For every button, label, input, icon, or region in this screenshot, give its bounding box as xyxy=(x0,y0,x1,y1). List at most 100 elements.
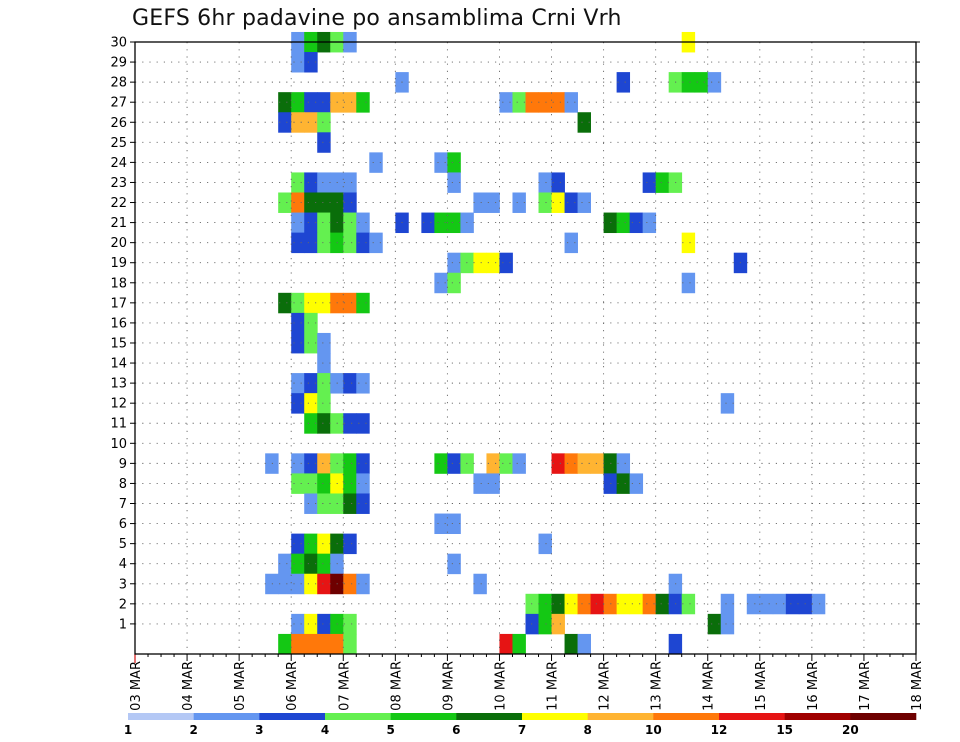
heatmap-cell xyxy=(317,92,331,113)
x-tick-label: 03 MAR xyxy=(129,661,144,711)
legend-label: 12 xyxy=(711,723,728,737)
heatmap-cell xyxy=(538,613,552,635)
heatmap-cell xyxy=(577,112,591,133)
y-tick-label: 28 xyxy=(110,76,127,91)
heatmap-cell xyxy=(343,92,357,113)
heatmap-cell xyxy=(356,453,370,474)
heatmap-cell xyxy=(551,192,565,213)
heatmap-cell xyxy=(343,232,357,254)
heatmap-cell xyxy=(681,272,696,294)
y-tick-label: 11 xyxy=(110,417,127,432)
heatmap-cell xyxy=(304,413,318,434)
heatmap-cell xyxy=(473,252,487,274)
heatmap-cell xyxy=(291,553,305,575)
y-tick-label: 26 xyxy=(110,116,127,131)
heatmap-cell xyxy=(434,272,448,294)
heatmap-cell xyxy=(278,112,292,133)
heatmap-cell xyxy=(629,593,644,615)
heatmap-cell xyxy=(291,212,305,234)
heatmap-cell xyxy=(343,533,357,555)
y-tick-label: 17 xyxy=(110,296,127,311)
legend-label: 10 xyxy=(645,723,662,737)
heatmap-cell xyxy=(317,172,331,193)
heatmap-cell xyxy=(278,92,292,113)
heatmap-cell xyxy=(317,453,331,474)
heatmap-cell xyxy=(590,453,604,474)
heatmap-cell xyxy=(291,533,305,555)
heatmap-cell xyxy=(356,413,370,434)
heatmap-cell xyxy=(590,593,604,615)
y-tick-label: 29 xyxy=(110,56,127,71)
heatmap-cell xyxy=(616,473,631,494)
x-tick-label: 17 MAR xyxy=(858,661,873,711)
heatmap-cell xyxy=(304,453,318,474)
heatmap-cell xyxy=(317,373,331,394)
heatmap-cell xyxy=(278,633,292,655)
y-tick-label: 12 xyxy=(110,397,127,412)
heatmap-cell xyxy=(291,52,305,73)
y-tick-label: 16 xyxy=(110,316,127,331)
legend-swatch xyxy=(653,713,720,720)
heatmap-cell xyxy=(304,292,318,314)
heatmap-cells xyxy=(265,31,826,655)
heatmap-cell xyxy=(616,593,631,615)
heatmap-cell xyxy=(447,252,461,274)
heatmap-cell xyxy=(616,453,631,474)
heatmap-cell xyxy=(538,92,552,113)
heatmap-cell xyxy=(343,573,357,595)
heatmap-cell xyxy=(343,633,357,655)
heatmap-cell xyxy=(551,92,565,113)
legend-label: 15 xyxy=(776,723,793,737)
heatmap-cell xyxy=(577,633,591,655)
heatmap-cell xyxy=(291,633,305,655)
y-tick-label: 24 xyxy=(110,156,127,171)
heatmap-cell xyxy=(564,633,578,655)
heatmap-cell xyxy=(785,593,800,615)
y-tick-label: 20 xyxy=(110,236,127,251)
heatmap-cell xyxy=(304,533,318,555)
heatmap-cell xyxy=(564,232,578,254)
y-tick-label: 2 xyxy=(119,597,127,612)
legend-swatch xyxy=(587,713,654,720)
heatmap-cell xyxy=(421,212,435,234)
heatmap-cell xyxy=(317,192,331,213)
heatmap-cell xyxy=(304,92,318,113)
heatmap-cell xyxy=(317,573,331,595)
heatmap-cell xyxy=(577,593,591,615)
heatmap-cell xyxy=(538,533,552,555)
heatmap-cell xyxy=(473,473,487,494)
heatmap-cell xyxy=(291,192,305,213)
heatmap-cell xyxy=(291,573,305,595)
heatmap-cell xyxy=(447,172,461,193)
legend-swatch xyxy=(850,713,917,720)
heatmap-cell xyxy=(304,373,318,394)
y-tick-label: 15 xyxy=(110,336,127,351)
grid-lines xyxy=(135,41,916,654)
heatmap-cell xyxy=(317,112,331,133)
heatmap-cell xyxy=(616,212,631,234)
x-tick-label: 13 MAR xyxy=(650,661,665,711)
heatmap-cell xyxy=(720,593,735,615)
heatmap-cell xyxy=(369,232,383,254)
heatmap-cell xyxy=(447,212,461,234)
x-tick-label: 18 MAR xyxy=(910,661,925,711)
heatmap-cell xyxy=(447,152,461,173)
heatmap-cell xyxy=(304,633,318,655)
y-tick-label: 4 xyxy=(119,557,127,572)
heatmap-cell xyxy=(707,72,722,93)
heatmap-cell xyxy=(317,473,331,494)
y-axis-ticks: 1234567891011121314151617181920212223242… xyxy=(110,36,920,632)
legend-label: 2 xyxy=(189,723,197,737)
heatmap-cell xyxy=(304,212,318,234)
heatmap-cell xyxy=(356,232,370,254)
heatmap-cell xyxy=(512,633,526,655)
heatmap-cell xyxy=(434,212,448,234)
heatmap-cell xyxy=(694,72,709,93)
heatmap-cell xyxy=(356,292,370,314)
legend-swatch xyxy=(456,713,523,720)
heatmap-cell xyxy=(317,613,331,635)
heatmap-cell xyxy=(304,332,318,354)
heatmap-cell xyxy=(317,232,331,254)
heatmap-cell xyxy=(707,613,722,635)
